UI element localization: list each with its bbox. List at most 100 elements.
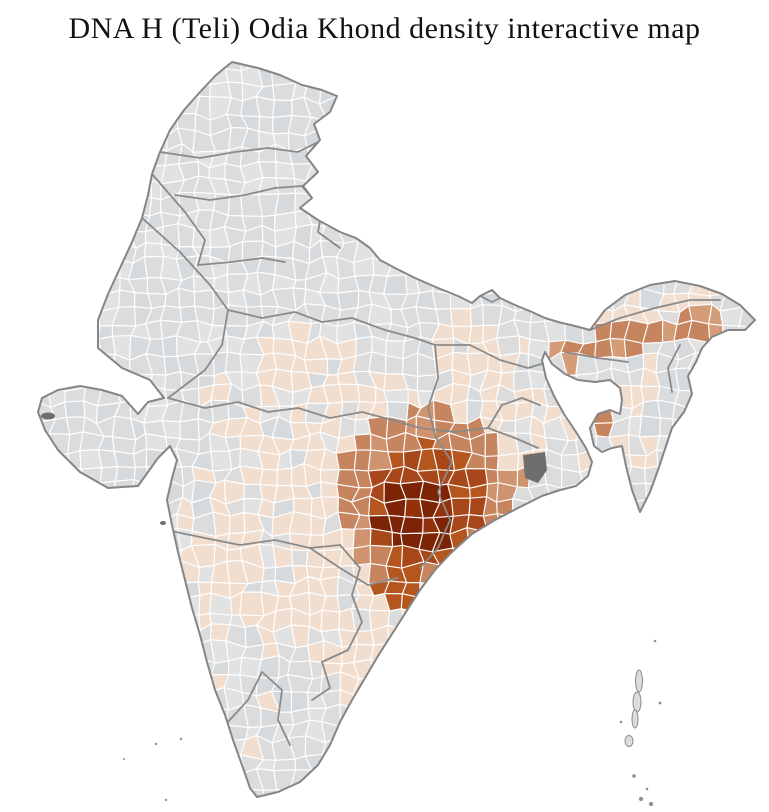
- district-cell[interactable]: [53, 243, 73, 264]
- district-cell[interactable]: [355, 175, 371, 199]
- district-cell[interactable]: [114, 753, 129, 776]
- district-cell[interactable]: [639, 581, 658, 600]
- district-cell[interactable]: [591, 383, 616, 407]
- district-cell[interactable]: [703, 448, 728, 474]
- district-cell[interactable]: [544, 175, 567, 194]
- district-cell[interactable]: [38, 256, 57, 277]
- district-cell[interactable]: [47, 303, 72, 326]
- district-cell[interactable]: [133, 581, 151, 599]
- district-cell[interactable]: [431, 212, 453, 232]
- district-cell[interactable]: [80, 207, 105, 231]
- district-cell[interactable]: [484, 192, 502, 217]
- district-cell[interactable]: [144, 52, 167, 71]
- district-cell[interactable]: [79, 751, 104, 775]
- district-cell[interactable]: [432, 658, 457, 681]
- district-cell[interactable]: [676, 689, 695, 708]
- district-cell[interactable]: [367, 735, 390, 760]
- district-cell[interactable]: [307, 788, 329, 808]
- district-cell[interactable]: [544, 495, 569, 517]
- district-cell[interactable]: [719, 65, 745, 88]
- district-cell[interactable]: [70, 243, 87, 264]
- district-cell[interactable]: [386, 719, 409, 745]
- district-cell[interactable]: [111, 787, 134, 808]
- district-cell[interactable]: [687, 83, 713, 104]
- district-cell[interactable]: [259, 468, 278, 487]
- district-cell[interactable]: [34, 758, 55, 776]
- district-cell[interactable]: [401, 687, 424, 711]
- district-cell[interactable]: [130, 694, 153, 710]
- district-cell[interactable]: [371, 806, 392, 812]
- district-cell[interactable]: [384, 177, 407, 199]
- district-cell[interactable]: [50, 629, 73, 645]
- district-cell[interactable]: [511, 768, 536, 792]
- district-cell[interactable]: [150, 479, 169, 505]
- district-cell[interactable]: [691, 162, 711, 184]
- district-cell[interactable]: [561, 578, 578, 600]
- district-cell[interactable]: [32, 703, 55, 728]
- district-cell[interactable]: [753, 529, 769, 552]
- district-cell[interactable]: [47, 48, 72, 70]
- district-cell[interactable]: [431, 95, 457, 121]
- district-cell[interactable]: [609, 629, 633, 646]
- district-cell[interactable]: [288, 788, 311, 808]
- district-cell[interactable]: [70, 500, 84, 519]
- district-cell[interactable]: [434, 595, 456, 612]
- district-cell[interactable]: [498, 705, 515, 726]
- district-cell[interactable]: [95, 115, 117, 137]
- district-cell[interactable]: [673, 480, 696, 505]
- district-cell[interactable]: [368, 706, 389, 725]
- district-cell[interactable]: [703, 581, 728, 601]
- district-cell[interactable]: [736, 175, 756, 197]
- district-cell[interactable]: [688, 431, 710, 455]
- district-cell[interactable]: [675, 162, 697, 184]
- district-cell[interactable]: [577, 257, 601, 274]
- district-cell[interactable]: [753, 511, 768, 535]
- district-cell[interactable]: [97, 353, 116, 373]
- district-cell[interactable]: [191, 56, 215, 69]
- district-cell[interactable]: [383, 388, 409, 404]
- district-cell[interactable]: [739, 485, 756, 503]
- district-cell[interactable]: [16, 422, 37, 439]
- district-cell[interactable]: [130, 194, 153, 217]
- district-cell[interactable]: [79, 607, 104, 630]
- district-cell[interactable]: [159, 599, 181, 614]
- district-cell[interactable]: [98, 769, 116, 790]
- district-cell[interactable]: [415, 50, 438, 69]
- district-cell[interactable]: [179, 726, 196, 744]
- district-cell[interactable]: [484, 159, 503, 180]
- district-cell[interactable]: [99, 788, 118, 807]
- district-cell[interactable]: [18, 339, 40, 360]
- district-cell[interactable]: [610, 210, 629, 230]
- district-cell[interactable]: [336, 175, 360, 199]
- district-cell[interactable]: [308, 802, 326, 812]
- district-cell[interactable]: [465, 785, 481, 808]
- district-cell[interactable]: [529, 704, 547, 726]
- district-cell[interactable]: [711, 48, 729, 68]
- district-cell[interactable]: [708, 386, 724, 408]
- district-cell[interactable]: [133, 562, 150, 585]
- district-cell[interactable]: [658, 207, 676, 230]
- district-cell[interactable]: [499, 192, 520, 217]
- district-cell[interactable]: [261, 801, 279, 812]
- district-cell[interactable]: [483, 757, 503, 772]
- district-cell[interactable]: [79, 736, 104, 754]
- district-cell[interactable]: [448, 789, 469, 807]
- district-cell[interactable]: [751, 351, 769, 377]
- district-cell[interactable]: [659, 495, 676, 518]
- district-cell[interactable]: [470, 271, 489, 296]
- district-cell[interactable]: [737, 753, 759, 777]
- district-cell[interactable]: [470, 135, 489, 150]
- district-cell[interactable]: [80, 467, 103, 484]
- district-cell[interactable]: [579, 196, 596, 216]
- district-cell[interactable]: [756, 66, 769, 82]
- district-cell[interactable]: [738, 581, 760, 598]
- district-cell[interactable]: [640, 515, 665, 535]
- district-cell[interactable]: [657, 465, 678, 485]
- district-cell[interactable]: [431, 229, 452, 243]
- district-cell[interactable]: [226, 548, 243, 562]
- district-cell[interactable]: [319, 149, 340, 163]
- district-cell[interactable]: [129, 531, 150, 552]
- district-cell[interactable]: [561, 239, 582, 261]
- district-cell[interactable]: [756, 304, 769, 329]
- district-cell[interactable]: [597, 803, 610, 812]
